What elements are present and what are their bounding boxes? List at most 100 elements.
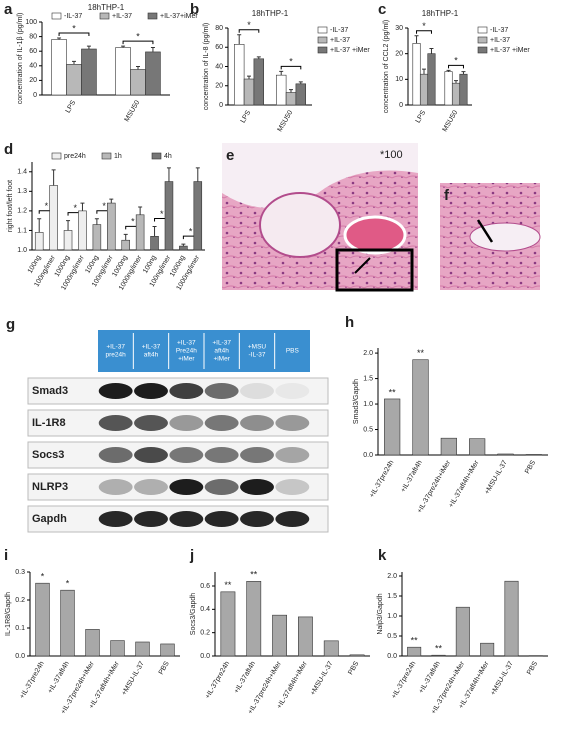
bar	[121, 239, 130, 251]
error-bar	[121, 45, 126, 48]
y-tick-label: 60	[215, 44, 223, 51]
chart-title: 18hTHP-1	[88, 3, 125, 12]
legend-swatch	[317, 46, 328, 54]
y-tick-label: 10	[395, 76, 403, 83]
error-bar	[422, 68, 426, 75]
error-bar	[66, 220, 71, 231]
x-tick-label: PBS	[526, 660, 539, 676]
y-tick-label: 20	[215, 83, 223, 90]
x-tick-label: +MSU-IL-37	[310, 660, 335, 696]
y-tick-label: 1.0	[363, 401, 373, 408]
error-bar	[414, 35, 419, 44]
bar	[107, 202, 116, 251]
y-tick-label: 0.6	[200, 583, 210, 590]
blot-band	[275, 511, 310, 527]
y-tick-label: 2.0	[363, 350, 373, 357]
blot-column-label: +iMer	[213, 356, 230, 363]
bar	[35, 582, 50, 657]
blot-band	[169, 479, 204, 495]
annotation: *	[41, 572, 45, 582]
error-bar	[279, 70, 284, 76]
blot-band	[98, 415, 133, 431]
y-axis-label: Nalp3/Gapdh	[377, 593, 384, 634]
magnification: *100	[380, 149, 403, 161]
blot-band	[134, 383, 168, 399]
legend-label: +IL-37	[112, 13, 132, 20]
annotation: **	[250, 570, 258, 580]
blot-band	[240, 479, 274, 495]
bar	[110, 640, 125, 657]
blot-row-label: NLRP3	[32, 481, 68, 493]
tissue-bg	[222, 143, 418, 208]
y-tick-label: 40	[29, 63, 37, 70]
bar	[444, 71, 453, 106]
bar	[272, 614, 287, 657]
annotation: *	[73, 203, 77, 213]
panel-label: e	[226, 147, 234, 164]
error-bar	[94, 218, 99, 225]
y-tick-label: 60	[29, 48, 37, 55]
annotation: **	[224, 580, 232, 590]
legend-swatch	[51, 152, 62, 160]
y-axis-label: right foot/left foot	[7, 180, 14, 232]
blot-band	[169, 511, 204, 527]
x-tick-label: MSU50	[277, 109, 295, 133]
bar	[150, 236, 159, 251]
chart: k Nalp3/Gapdh 0.0 0.5 1.0 1.5 2.0 ** +IL-37pre24…	[377, 547, 548, 715]
legend-swatch	[477, 36, 488, 44]
error-bar	[195, 167, 200, 182]
bar	[115, 47, 131, 96]
error-bar	[72, 60, 76, 65]
panel-label: b	[190, 1, 199, 18]
blot-band	[204, 479, 239, 495]
x-tick-label: +MSU-IL-37	[121, 660, 146, 696]
bar	[469, 438, 486, 456]
y-tick-label: 0.2	[200, 630, 210, 637]
error-bar	[51, 169, 56, 186]
blot-row-label: IL-1R8	[32, 417, 66, 429]
chart: i IL-1R8/Gapdh 0.0 0.1 0.2 0.3 * +IL-37pre24h * +…	[4, 547, 180, 715]
y-axis-label: concentration of IL-8 (pg/ml)	[203, 23, 210, 111]
x-tick-label: MSU50	[124, 99, 142, 123]
significance-bracket	[238, 29, 260, 33]
blot-band	[240, 415, 274, 431]
bar	[407, 646, 422, 657]
y-tick-label: 0.5	[363, 426, 373, 433]
panel-label: g	[6, 316, 15, 333]
bar	[78, 210, 87, 251]
legend-label: +IL-37+iMer	[160, 13, 198, 20]
y-tick-label: 80	[215, 25, 223, 32]
bar	[179, 245, 188, 251]
x-tick-label: +IL-37pre24h	[369, 459, 396, 499]
x-tick-label: PBS	[524, 459, 537, 475]
x-tick-label: +IL-37pre24h	[204, 660, 231, 700]
y-tick-label: 1.2	[17, 208, 27, 215]
bar	[525, 454, 542, 456]
panel-label: i	[4, 547, 8, 564]
y-tick-label: 80	[29, 33, 37, 40]
y-tick-label: 0	[219, 102, 223, 109]
bar	[130, 69, 146, 96]
y-tick-label: 1.0	[387, 613, 397, 620]
y-tick-label: 0.0	[363, 452, 373, 459]
error-bar	[181, 243, 186, 247]
bar	[275, 74, 287, 106]
blot-row-label: Gapdh	[32, 513, 67, 525]
error-bar	[237, 34, 242, 45]
annotation: **	[389, 387, 397, 397]
y-tick-label: 0.2	[15, 597, 25, 604]
significance-bracket	[280, 65, 302, 70]
legend-label: +IL-37	[490, 37, 510, 44]
y-tick-label: 0.0	[387, 653, 397, 660]
arrow	[354, 257, 371, 274]
bar	[419, 73, 429, 106]
x-tick-label: +IL-37pre24h	[19, 660, 46, 700]
blot-band	[204, 383, 239, 399]
blot-band	[275, 415, 310, 431]
blot-column-label: +iMer	[178, 356, 195, 363]
bar	[298, 616, 313, 657]
error-bar	[123, 233, 128, 241]
annotation: *	[131, 217, 135, 227]
bar	[253, 58, 264, 106]
x-tick-label: PBS	[158, 660, 171, 676]
